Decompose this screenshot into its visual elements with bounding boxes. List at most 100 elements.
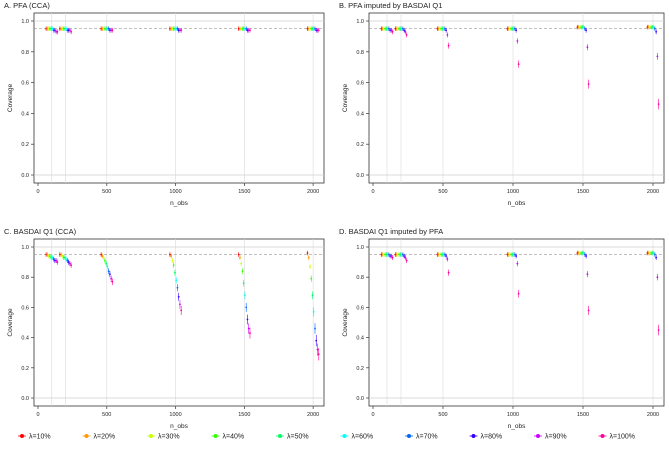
series-1	[46, 26, 310, 31]
data-point	[399, 27, 402, 30]
data-point	[657, 103, 660, 106]
series-3	[48, 26, 313, 31]
data-point	[513, 253, 516, 256]
data-point	[314, 27, 316, 30]
data-point	[587, 309, 590, 312]
data-point	[576, 252, 579, 254]
data-point	[245, 27, 248, 30]
x-tick-label: 1500	[238, 412, 250, 418]
data-point	[651, 252, 654, 254]
series-1	[46, 252, 310, 260]
series-6	[387, 26, 656, 31]
data-point	[51, 256, 54, 259]
y-tick-label: 0.8	[356, 275, 364, 281]
data-point	[60, 27, 63, 30]
data-point	[111, 29, 114, 32]
data-point	[47, 255, 50, 257]
data-point	[578, 26, 581, 29]
legend-label: λ=50%	[287, 434, 309, 441]
y-tick-label: 0.8	[356, 50, 364, 56]
data-point	[110, 277, 113, 280]
x-tick-label: 500	[102, 189, 111, 195]
data-point	[381, 253, 384, 256]
panel-title: B. PFA imputed by BASDAI Q1	[339, 1, 442, 10]
legend-item: λ=40%	[211, 434, 244, 441]
data-point	[508, 27, 511, 30]
y-tick-label: 1.0	[356, 19, 364, 25]
y-tick-label: 0.2	[356, 366, 364, 372]
series-5	[386, 24, 655, 31]
panel-2: C. BASDAI Q1 (CCA) 0.0 0.2 0.4 0.6 0.8 1.0 0 500…	[4, 227, 325, 430]
data-point	[45, 253, 48, 256]
data-point	[170, 27, 173, 30]
data-point	[65, 258, 68, 260]
data-point	[50, 256, 53, 259]
data-point	[582, 252, 585, 254]
data-point	[384, 27, 387, 30]
plot-frame	[368, 238, 665, 407]
panel-title: A. PFA (CCA)	[4, 1, 50, 10]
series-9	[391, 29, 660, 110]
panel-title: C. BASDAI Q1 (CCA)	[4, 227, 77, 236]
data-point	[446, 33, 449, 36]
data-point	[106, 265, 109, 268]
data-point	[656, 55, 659, 58]
data-point	[385, 27, 388, 30]
data-point	[240, 262, 243, 265]
data-point	[58, 27, 61, 30]
data-point	[107, 27, 110, 30]
data-point	[242, 282, 245, 285]
x-tick-label: 1500	[238, 189, 250, 195]
data-point	[513, 27, 516, 30]
data-point	[179, 29, 181, 32]
x-tick-label: 500	[102, 412, 111, 418]
data-point	[436, 27, 439, 30]
series-7	[389, 27, 658, 35]
legend-label: λ=60%	[352, 434, 374, 441]
data-point	[317, 353, 320, 356]
data-point	[67, 261, 70, 263]
data-point	[48, 255, 51, 257]
data-point	[175, 27, 178, 30]
y-tick-label: 0.0	[356, 173, 364, 179]
series-5	[51, 26, 315, 31]
legend-label: λ=70%	[416, 434, 438, 441]
data-point	[176, 27, 179, 30]
data-point	[656, 276, 659, 279]
legend-item: λ=20%	[82, 434, 115, 441]
data-point	[175, 279, 178, 282]
data-point	[576, 26, 579, 29]
data-point	[396, 253, 399, 256]
series-8	[390, 253, 659, 281]
data-point	[58, 253, 61, 256]
data-point	[237, 27, 240, 30]
series-0	[380, 250, 649, 257]
data-point	[70, 264, 73, 267]
data-point	[53, 29, 56, 32]
data-point	[587, 83, 590, 86]
series-5	[51, 255, 315, 317]
data-point	[380, 253, 383, 256]
data-point	[653, 27, 656, 30]
data-point	[442, 27, 445, 30]
data-point	[515, 29, 518, 32]
data-point	[578, 252, 581, 254]
legend-item: λ=10%	[18, 434, 51, 441]
series-2	[47, 253, 311, 270]
data-point	[100, 27, 103, 30]
series-3	[384, 250, 653, 257]
data-point	[171, 27, 174, 30]
data-point	[67, 29, 70, 32]
data-point	[110, 29, 113, 32]
data-point	[441, 253, 444, 256]
data-point	[517, 63, 520, 66]
legend-item: λ=60%	[340, 434, 374, 441]
series-9	[391, 255, 660, 336]
data-point	[395, 27, 398, 30]
series-4	[385, 24, 654, 31]
data-point	[177, 295, 180, 298]
data-point	[51, 27, 54, 30]
data-point	[55, 30, 58, 33]
data-point	[66, 259, 69, 262]
